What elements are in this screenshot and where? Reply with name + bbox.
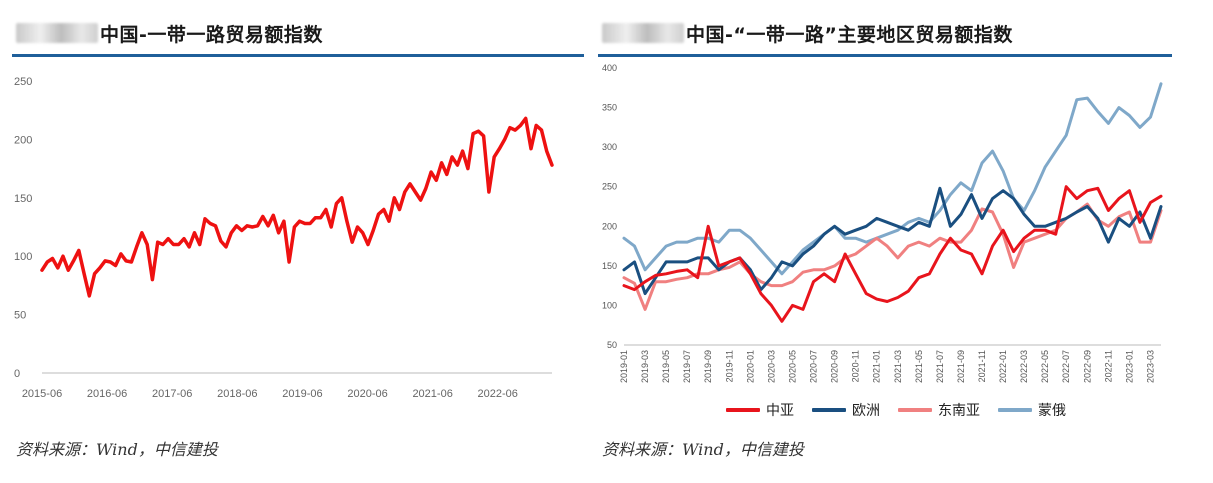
left-chart-title-row: 中国-一带一路贸易额指数 [16,18,323,48]
legend-swatch [726,408,760,412]
legend-item-1: 中亚 [726,400,794,420]
left-x-tick-label: 2021-06 [412,388,452,400]
left-title-rule [12,54,584,57]
blurred-figure-number [602,23,684,43]
left-x-tick-label: 2016-06 [87,388,127,400]
right-x-tick-label: 2020-05 [787,350,797,383]
right-x-tick-label: 2020-07 [809,350,819,383]
right-y-tick-label: 50 [607,340,617,350]
right-x-tick-label: 2022-11 [1103,350,1113,382]
right-x-tick-label: 2022-05 [1040,350,1050,383]
right-chart-title-row: 中国-“一带一路”主要地区贸易额指数 [602,18,1013,48]
right-x-tick-label: 2021-07 [935,350,945,383]
legend-item-4: 蒙俄 [998,400,1066,420]
left-chart-panel: 中国-一带一路贸易额指数 0 50 100 150 200 250 2015-06 2016-… [0,0,585,483]
right-x-tick-label: 2023-01 [1124,350,1134,383]
right-x-tick-label: 2020-09 [830,350,840,383]
legend-item-2: 欧洲 [812,400,880,420]
left-source-note: 资料来源：Wind，中信建投 [16,440,218,459]
right-x-tick-label: 2023-03 [1145,350,1155,383]
left-y-tick-label: 200 [14,134,32,146]
right-x-tick-label: 2019-09 [703,350,713,383]
left-x-tick-label: 2018-06 [217,388,257,400]
right-title-rule [598,54,1172,57]
legend-label: 中亚 [766,403,794,419]
right-line-chart: 50 100 150 200 250 300 350 400 2019-01 2019-03 201… [602,63,1163,383]
right-series-line-2 [622,186,1163,296]
left-x-tick-label: 2020-06 [347,388,387,400]
legend-item-3: 东南亚 [898,400,980,420]
legend-swatch [998,408,1032,412]
right-x-tick-label: 2022-09 [1082,350,1092,383]
right-y-tick-label: 300 [602,142,617,152]
left-y-tick-label: 250 [14,76,32,88]
left-x-tick-label: 2019-06 [282,388,322,400]
right-x-tick-label: 2021-05 [914,350,924,383]
left-y-tick-label: 150 [14,193,32,205]
legend-label: 蒙俄 [1038,403,1066,419]
right-x-tick-label: 2020-03 [766,350,776,383]
right-x-tick-label: 2020-11 [851,350,861,382]
left-x-tick-label: 2022-06 [478,388,518,400]
legend-label: 欧洲 [852,403,880,419]
right-chart-panel: 中国-“一带一路”主要地区贸易额指数 50 100 150 200 250 300 350 4… [598,0,1210,483]
right-y-tick-label: 150 [602,261,617,271]
legend-swatch [812,408,846,412]
right-x-tick-label: 2021-03 [893,350,903,383]
right-source-note: 资料来源：Wind，中信建投 [602,440,804,459]
left-y-tick-label: 0 [14,368,20,380]
right-x-tick-label: 2019-01 [619,350,629,383]
right-y-tick-label: 200 [602,221,617,231]
right-y-tick-label: 250 [602,182,617,192]
right-series-line-4 [622,82,1163,276]
left-y-tick-label: 50 [14,310,26,322]
right-x-tick-label: 2022-03 [1019,350,1029,383]
right-x-tick-label: 2021-09 [956,350,966,383]
left-x-tick-label: 2017-06 [152,388,192,400]
left-y-tick-label: 100 [14,251,32,263]
right-x-tick-label: 2021-01 [872,350,882,383]
right-x-tick-label: 2022-07 [1061,350,1071,383]
right-x-tick-label: 2019-07 [682,350,692,383]
left-line-chart: 0 50 100 150 200 250 2015-06 2016-06 2017-06 2018… [14,76,554,400]
legend-label: 东南亚 [938,403,980,419]
right-x-tick-label: 2020-01 [745,350,755,383]
left-chart-title: 中国-一带一路贸易额指数 [100,23,323,46]
right-x-tick-label: 2019-03 [640,350,650,383]
right-x-tick-label: 2019-11 [724,350,734,382]
right-chart-title: 中国-“一带一路”主要地区贸易额指数 [686,23,1013,46]
right-y-tick-label: 100 [602,300,617,310]
right-x-tick-label: 2022-01 [998,350,1008,383]
right-chart-legend: 中亚 欧洲 东南亚 蒙俄 [726,400,1066,420]
right-y-tick-label: 350 [602,103,617,113]
right-series-line-1 [622,185,1163,323]
right-y-tick-label: 400 [602,63,617,73]
blurred-figure-number [16,23,98,43]
left-x-tick-label: 2015-06 [22,388,62,400]
right-x-tick-label: 2021-11 [977,350,987,382]
legend-swatch [898,408,932,412]
right-x-tick-label: 2019-05 [661,350,671,383]
left-series-line [40,116,554,298]
